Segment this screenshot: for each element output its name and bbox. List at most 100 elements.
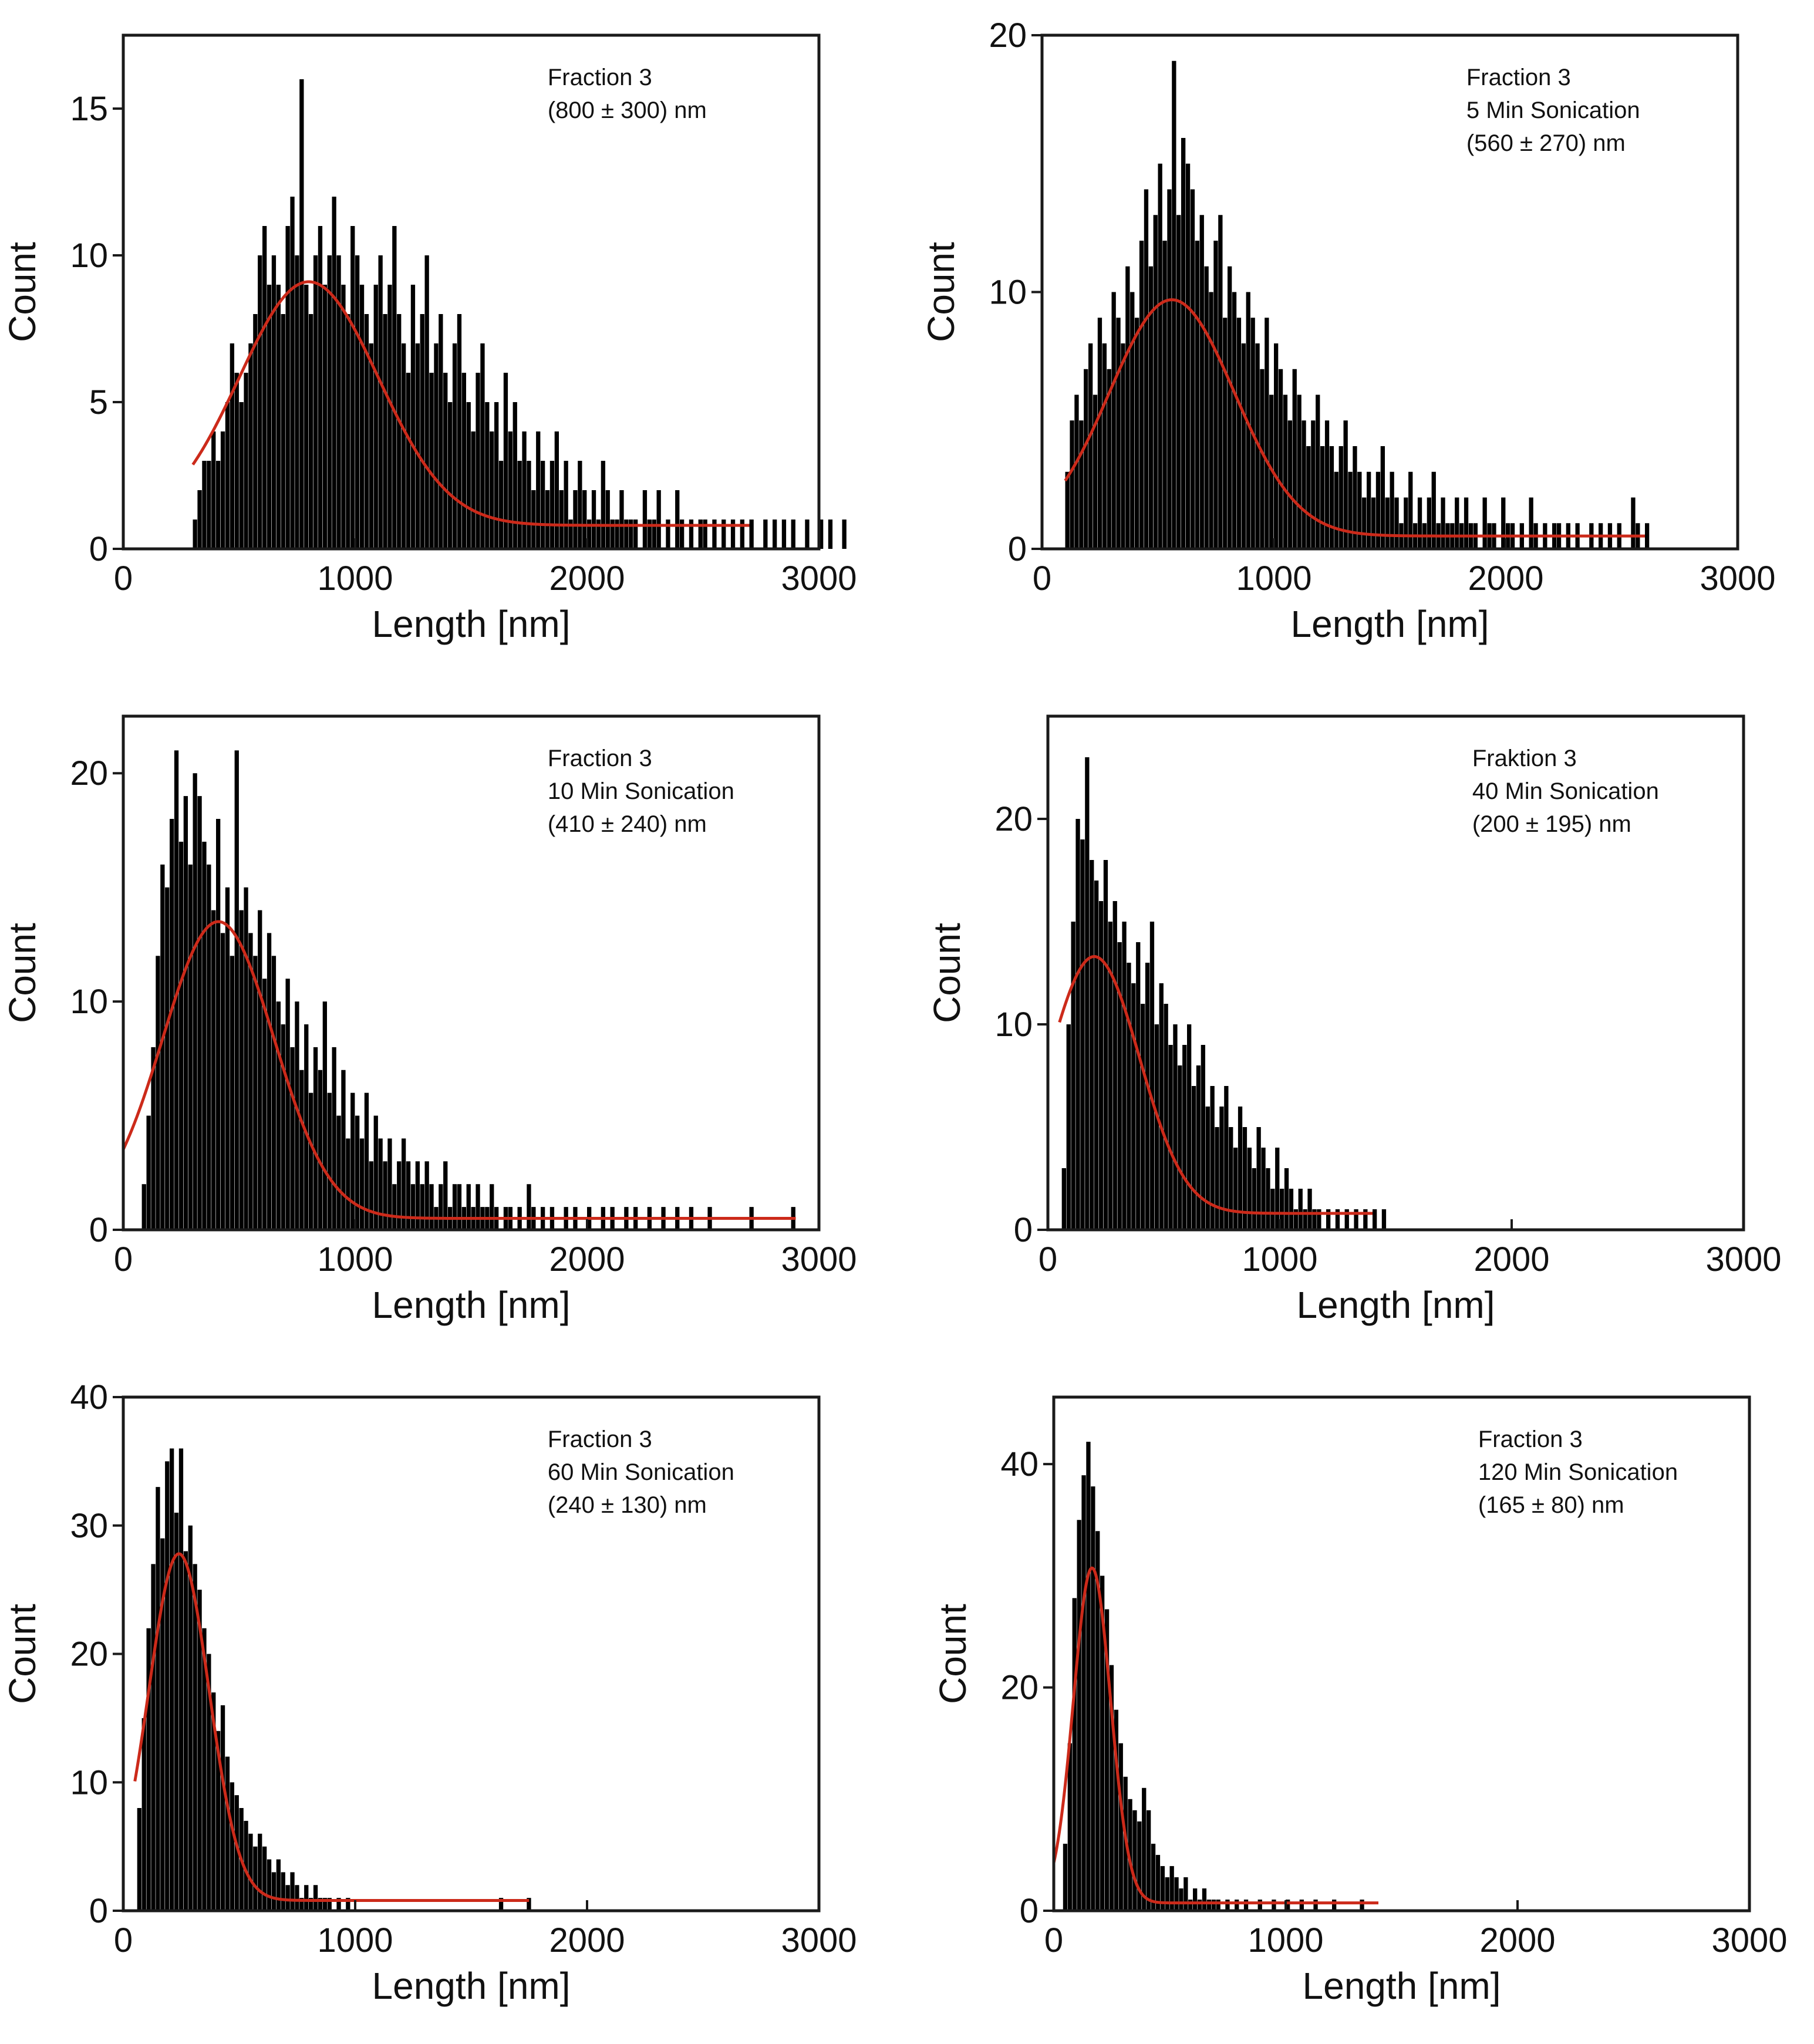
histogram-bar: [290, 197, 295, 549]
histogram-bar: [480, 343, 485, 549]
histogram-bar: [211, 431, 216, 549]
histogram-bar: [267, 285, 272, 549]
histogram-bar: [1142, 1787, 1147, 1911]
histogram-bar: [527, 1184, 531, 1230]
histogram-bar: [448, 402, 453, 549]
histogram-bar: [1373, 1209, 1377, 1230]
histogram-bar: [1223, 318, 1228, 549]
histogram-bar: [355, 255, 360, 549]
histogram-bar: [466, 1184, 471, 1230]
x-axis-title: Length [nm]: [372, 1965, 571, 2007]
histogram-bar: [318, 226, 323, 549]
y-tick-label: 40: [70, 1378, 108, 1416]
histogram-bar: [309, 1092, 313, 1230]
histogram-bar: [165, 887, 170, 1230]
x-axis-title: Length [nm]: [372, 1284, 571, 1326]
y-tick-label: 0: [1020, 1892, 1039, 1930]
histogram-bar: [1172, 60, 1176, 549]
x-tick-label: 1000: [1236, 559, 1311, 598]
histogram-bar: [568, 520, 573, 549]
histogram-bar: [619, 490, 624, 549]
histogram-bar: [234, 1795, 239, 1911]
histogram-bar: [1095, 1531, 1100, 1911]
histogram-bar: [304, 285, 309, 549]
histogram-bar: [318, 1898, 323, 1911]
histogram-bar: [1219, 1107, 1224, 1230]
histogram-bar: [234, 750, 239, 1230]
histogram-bar: [1202, 1888, 1207, 1911]
histogram-bar: [1289, 1189, 1294, 1230]
y-tick-label: 20: [989, 16, 1027, 55]
histogram-bar: [1455, 497, 1459, 549]
histogram-bar: [1334, 471, 1338, 549]
histogram-bar: [1104, 1609, 1110, 1911]
histogram-bar: [1100, 1576, 1105, 1911]
histogram-bar: [629, 520, 633, 549]
histogram-bar: [1298, 1189, 1303, 1230]
histogram-bar: [188, 864, 193, 1230]
y-axis-title: Count: [932, 1604, 974, 1704]
y-axis-title: Count: [920, 242, 962, 342]
histogram-bar: [1283, 394, 1288, 549]
histogram-bar: [1320, 446, 1325, 549]
histogram-bar: [1292, 369, 1297, 549]
plot-frame: [122, 714, 821, 1232]
histogram-bar: [1132, 1810, 1137, 1911]
chart-panel: 0 1000 2000 3000 0 10 20 Length [nm] Count Fracti…: [0, 681, 907, 1362]
histogram-bar: [1164, 1004, 1168, 1230]
histogram-bar: [137, 1808, 141, 1911]
histogram-bar: [1362, 497, 1367, 549]
histogram-bar: [230, 956, 234, 1230]
histogram-bar: [1196, 1065, 1201, 1230]
histogram-bar: [1112, 901, 1117, 1230]
histogram-bar: [1280, 1189, 1284, 1230]
histogram-bar: [1121, 343, 1125, 549]
annotation-line: (240 ± 130) nm: [548, 1492, 707, 1518]
gaussian-fit-curve: [1064, 298, 1645, 538]
histogram-bar: [1367, 471, 1371, 549]
annotation-line: Fraction 3: [1478, 1426, 1583, 1452]
histogram-bar: [322, 1001, 327, 1230]
histogram-bar: [517, 461, 522, 549]
histogram-bar: [1228, 266, 1232, 549]
histogram-bar: [295, 1001, 299, 1230]
histogram-bar: [336, 1115, 341, 1230]
histogram-bar: [253, 956, 258, 1230]
histogram-bar: [1102, 343, 1107, 549]
histogram-bar: [1631, 497, 1636, 549]
histogram-bar: [1199, 215, 1204, 549]
histogram-bar: [1187, 1024, 1192, 1230]
histogram-bar: [1147, 1810, 1151, 1911]
histogram-bar: [1131, 983, 1136, 1230]
histogram-bar: [508, 431, 512, 549]
histogram-bar: [1225, 1899, 1230, 1911]
histogram-bar: [285, 226, 290, 549]
histogram-bar: [615, 520, 619, 549]
histogram-bar: [1218, 215, 1223, 549]
histogram-bar: [281, 1872, 285, 1911]
histogram-bar: [541, 461, 545, 549]
histogram-bar: [1154, 1024, 1159, 1230]
histogram-bar: [452, 1184, 457, 1230]
histogram-bar: [763, 520, 768, 549]
y-axis-title: Count: [1, 242, 43, 342]
y-tick-label: 20: [1000, 1669, 1039, 1707]
x-tick-label: 2000: [549, 1921, 625, 1959]
histogram-bar: [364, 1092, 369, 1230]
histogram-bar: [336, 255, 341, 549]
histogram-bar: [587, 520, 592, 549]
histogram-bar: [439, 1184, 443, 1230]
histogram-bar: [322, 1898, 327, 1911]
histogram-bar: [1270, 1189, 1275, 1230]
histogram-bar: [1529, 497, 1533, 549]
histogram-bar: [392, 226, 397, 549]
histogram-bar: [703, 520, 707, 549]
histogram-bar: [1464, 497, 1469, 549]
histogram-bar: [1317, 1209, 1321, 1230]
histogram-bars: [1061, 757, 1387, 1230]
histogram-bar: [244, 373, 248, 549]
histogram-bar: [156, 1487, 160, 1911]
histogram-bar: [193, 1564, 197, 1911]
histogram-bar: [1201, 1045, 1205, 1230]
histogram-bar: [1265, 318, 1269, 549]
